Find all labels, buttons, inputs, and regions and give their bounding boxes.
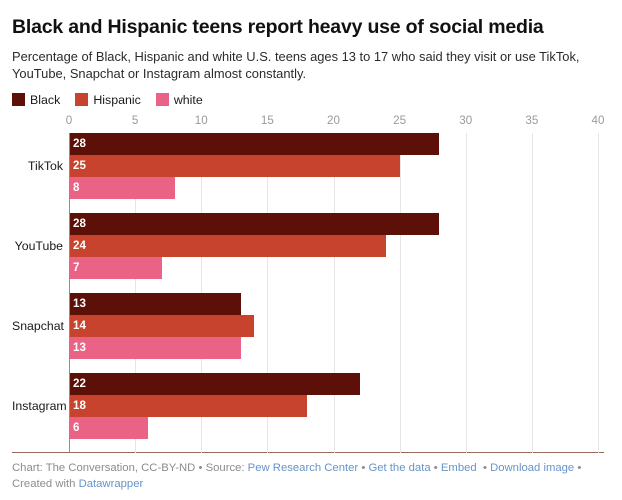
bar-row: 18 bbox=[12, 395, 604, 418]
category-label: Instagram bbox=[12, 399, 67, 414]
category-label: YouTube bbox=[14, 239, 63, 254]
footer-datawrapper-link[interactable]: Datawrapper bbox=[78, 477, 144, 490]
footer-chart-credit: Chart: The Conversation, CC-BY-ND bbox=[12, 461, 196, 474]
bar-row: 22 bbox=[12, 373, 604, 396]
legend-item-black[interactable]: Black bbox=[12, 92, 61, 107]
legend-swatch-icon bbox=[12, 93, 25, 107]
legend-label: Black bbox=[30, 92, 61, 107]
x-axis-tick-label: 5 bbox=[131, 114, 139, 128]
bar-value-label: 22 bbox=[73, 377, 86, 391]
bars-layer: TikTok 28 25 8 YouTube 28 24 7 Snapchat 13 14 13 Ins… bbox=[12, 133, 604, 452]
bar-value-label: 8 bbox=[73, 181, 80, 195]
x-axis-tick-label: 25 bbox=[393, 114, 407, 128]
bar-value-label: 13 bbox=[73, 341, 86, 355]
footer-source-link[interactable]: Pew Research Center bbox=[247, 461, 359, 474]
bar[interactable]: 22 bbox=[69, 373, 360, 396]
bar-value-label: 24 bbox=[73, 239, 86, 253]
bar-row: 24 bbox=[12, 235, 604, 258]
plot-area: 0 5 10 15 20 25 30 35 40 TikTok 28 25 8 YouTube 28 24 7… bbox=[12, 114, 605, 454]
x-axis-tick-label: 30 bbox=[459, 114, 473, 128]
x-axis-tick-label: 15 bbox=[260, 114, 274, 128]
bar-row: 7 bbox=[12, 257, 604, 280]
x-axis-tick-label: 20 bbox=[327, 114, 340, 128]
x-axis-tick-label: 40 bbox=[591, 114, 605, 128]
bar-value-label: 28 bbox=[73, 217, 86, 231]
legend-item-white[interactable]: white bbox=[155, 92, 203, 107]
bar-group: Snapchat 13 14 13 bbox=[12, 293, 604, 360]
bar-row: 13 bbox=[12, 337, 604, 360]
footer-bullet: • bbox=[433, 461, 438, 474]
footer-bullet: • bbox=[577, 461, 582, 474]
legend-item-hispanic[interactable]: Hispanic bbox=[75, 92, 141, 107]
bar-value-label: 28 bbox=[73, 137, 86, 151]
bar[interactable]: 13 bbox=[69, 337, 241, 360]
footer-get-data-link[interactable]: Get the data bbox=[368, 461, 431, 474]
category-label: TikTok bbox=[27, 159, 63, 174]
footer-source-prefix: Source: bbox=[205, 461, 245, 474]
bar-value-label: 7 bbox=[73, 261, 80, 275]
bar-row: 28 bbox=[12, 133, 604, 156]
bar-row: 6 bbox=[12, 417, 604, 440]
bar-group: YouTube 28 24 7 bbox=[12, 213, 604, 280]
footer-embed-link[interactable]: Embed bbox=[440, 461, 477, 474]
chart-subtitle: Percentage of Black, Hispanic and white … bbox=[12, 49, 580, 82]
chart-title: Black and Hispanic teens report heavy us… bbox=[12, 16, 544, 38]
bar-value-label: 25 bbox=[73, 159, 86, 173]
bar-value-label: 14 bbox=[73, 319, 86, 333]
axis-baseline bbox=[12, 452, 604, 454]
footer-download-image-link[interactable]: Download image bbox=[490, 461, 575, 474]
footer-bullet: • bbox=[198, 461, 203, 474]
bar-group: Instagram 22 18 6 bbox=[12, 373, 604, 440]
bar-row: 25 bbox=[12, 155, 604, 178]
bar-row: 13 bbox=[12, 293, 604, 316]
bar[interactable]: 25 bbox=[69, 155, 400, 178]
bar[interactable]: 14 bbox=[69, 315, 255, 338]
bar-value-label: 18 bbox=[73, 399, 86, 413]
legend-label: white bbox=[173, 92, 203, 107]
bar-value-label: 13 bbox=[73, 297, 86, 311]
footer-bullet: • bbox=[361, 461, 366, 474]
bar-row: 28 bbox=[12, 213, 604, 236]
x-axis-tick-label: 0 bbox=[65, 114, 73, 128]
chart-footer: Chart: The Conversation, CC-BY-ND • Sour… bbox=[12, 460, 606, 492]
bar[interactable]: 24 bbox=[69, 235, 387, 258]
bar[interactable]: 18 bbox=[69, 395, 308, 418]
x-axis-tick-label: 10 bbox=[194, 114, 208, 128]
legend-swatch-icon bbox=[75, 93, 89, 107]
bar[interactable]: 7 bbox=[69, 257, 162, 280]
bar-row: 14 bbox=[12, 315, 604, 338]
category-label: Snapchat bbox=[12, 319, 64, 334]
bar[interactable]: 8 bbox=[69, 177, 175, 200]
x-axis-tick-label: 35 bbox=[525, 114, 539, 128]
chart-legend: Black Hispanic white bbox=[12, 92, 604, 107]
bar-row: 8 bbox=[12, 177, 604, 200]
bar[interactable]: 13 bbox=[69, 293, 241, 316]
bar-group: TikTok 28 25 8 bbox=[12, 133, 604, 200]
bar-value-label: 6 bbox=[73, 421, 80, 435]
bar[interactable]: 28 bbox=[69, 133, 440, 156]
bar[interactable]: 6 bbox=[69, 417, 149, 440]
x-axis: 0 5 10 15 20 25 30 35 40 bbox=[12, 114, 605, 132]
legend-swatch-icon bbox=[155, 93, 169, 107]
bar[interactable]: 28 bbox=[69, 213, 440, 236]
footer-bullet: • bbox=[482, 461, 487, 474]
legend-label: Hispanic bbox=[93, 92, 141, 107]
footer-created-with: Created with bbox=[12, 477, 76, 490]
